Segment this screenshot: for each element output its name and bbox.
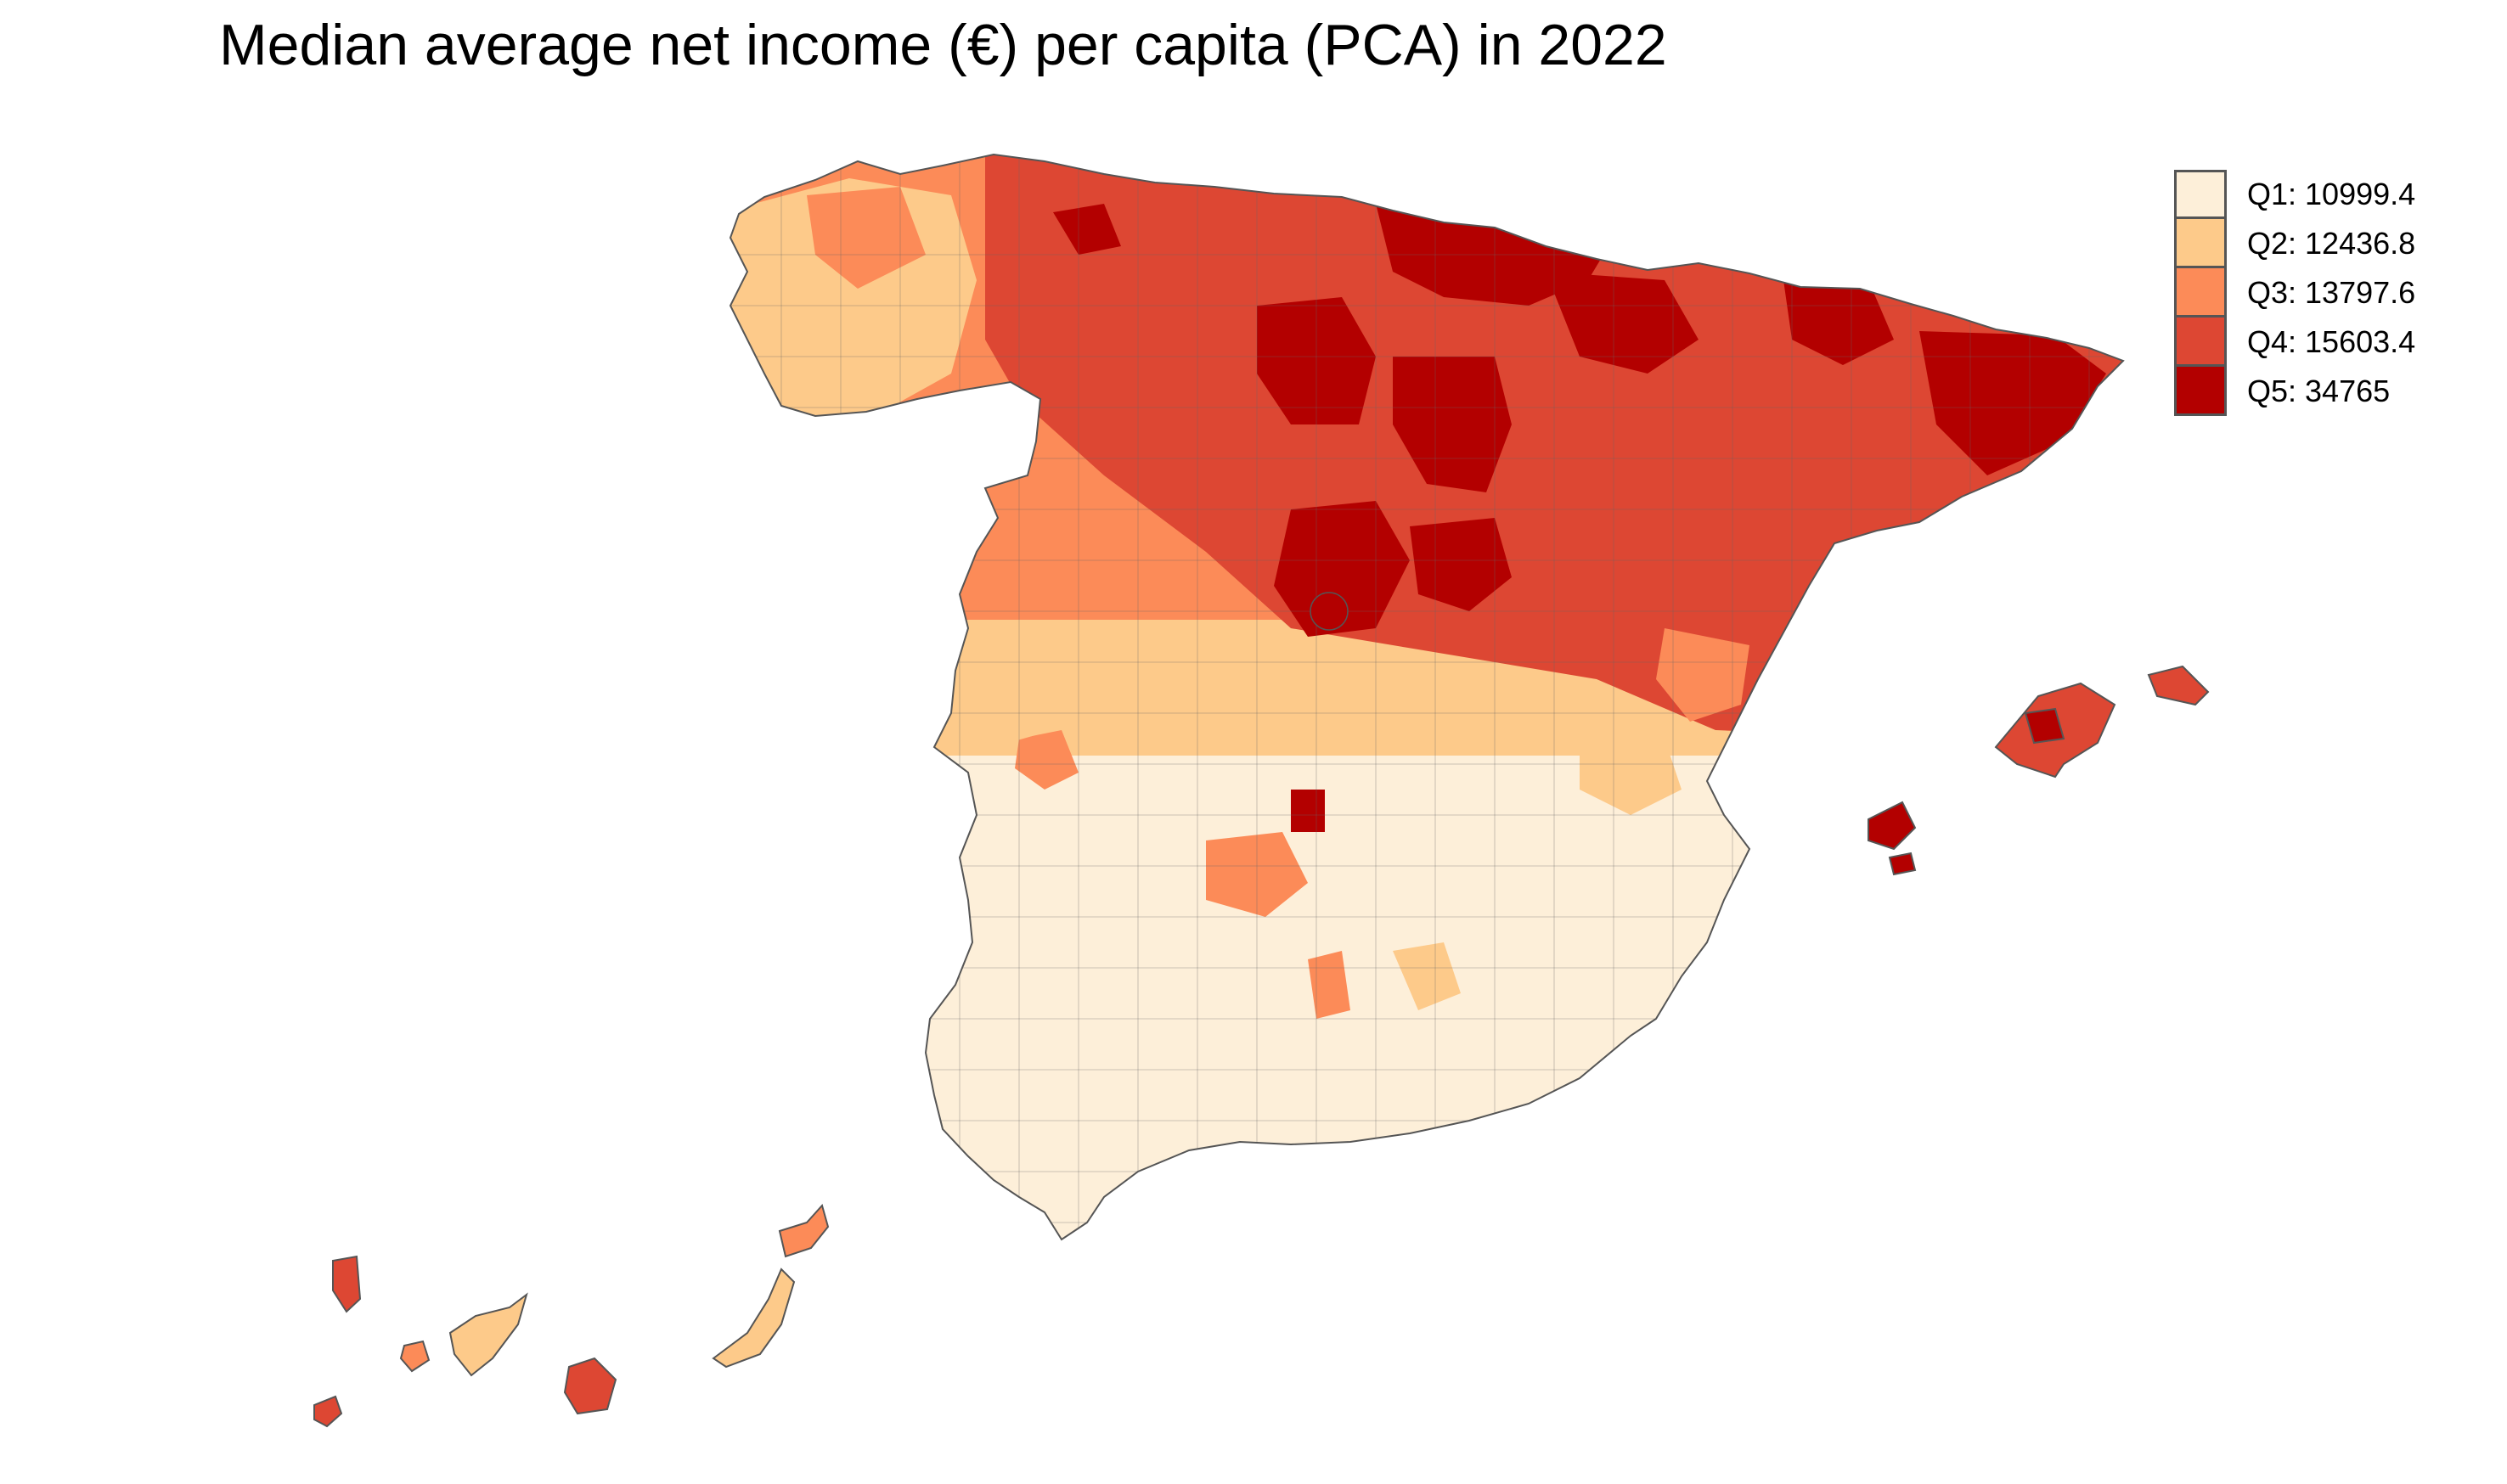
legend-item-q4: Q4: 15603.4	[2174, 318, 2415, 367]
legend-label-q2: Q2: 12436.8	[2247, 226, 2416, 261]
legend-item-q5: Q5: 34765	[2174, 367, 2415, 416]
legend-swatch-q5	[2174, 367, 2227, 416]
map-title: Median average net income (€) per capita…	[219, 13, 1667, 77]
legend-label-q5: Q5: 34765	[2247, 374, 2391, 408]
canary-islands	[313, 1203, 830, 1428]
legend-label-q4: Q4: 15603.4	[2247, 324, 2416, 359]
legend-label-q1: Q1: 10999.4	[2247, 177, 2416, 211]
legend-swatch-q4	[2174, 318, 2227, 367]
legend-swatch-q1	[2174, 170, 2227, 219]
mainland-spain	[729, 153, 2125, 1241]
legend-item-q3: Q3: 13797.6	[2174, 268, 2415, 318]
legend-swatch-q2	[2174, 219, 2227, 268]
legend: Q1: 10999.4 Q2: 12436.8 Q3: 13797.6 Q4: …	[2174, 170, 2415, 416]
legend-item-q2: Q2: 12436.8	[2174, 219, 2415, 268]
legend-label-q3: Q3: 13797.6	[2247, 275, 2416, 310]
legend-swatch-q3	[2174, 268, 2227, 318]
legend-item-q1: Q1: 10999.4	[2174, 170, 2415, 219]
balearic-islands	[1868, 665, 2210, 876]
